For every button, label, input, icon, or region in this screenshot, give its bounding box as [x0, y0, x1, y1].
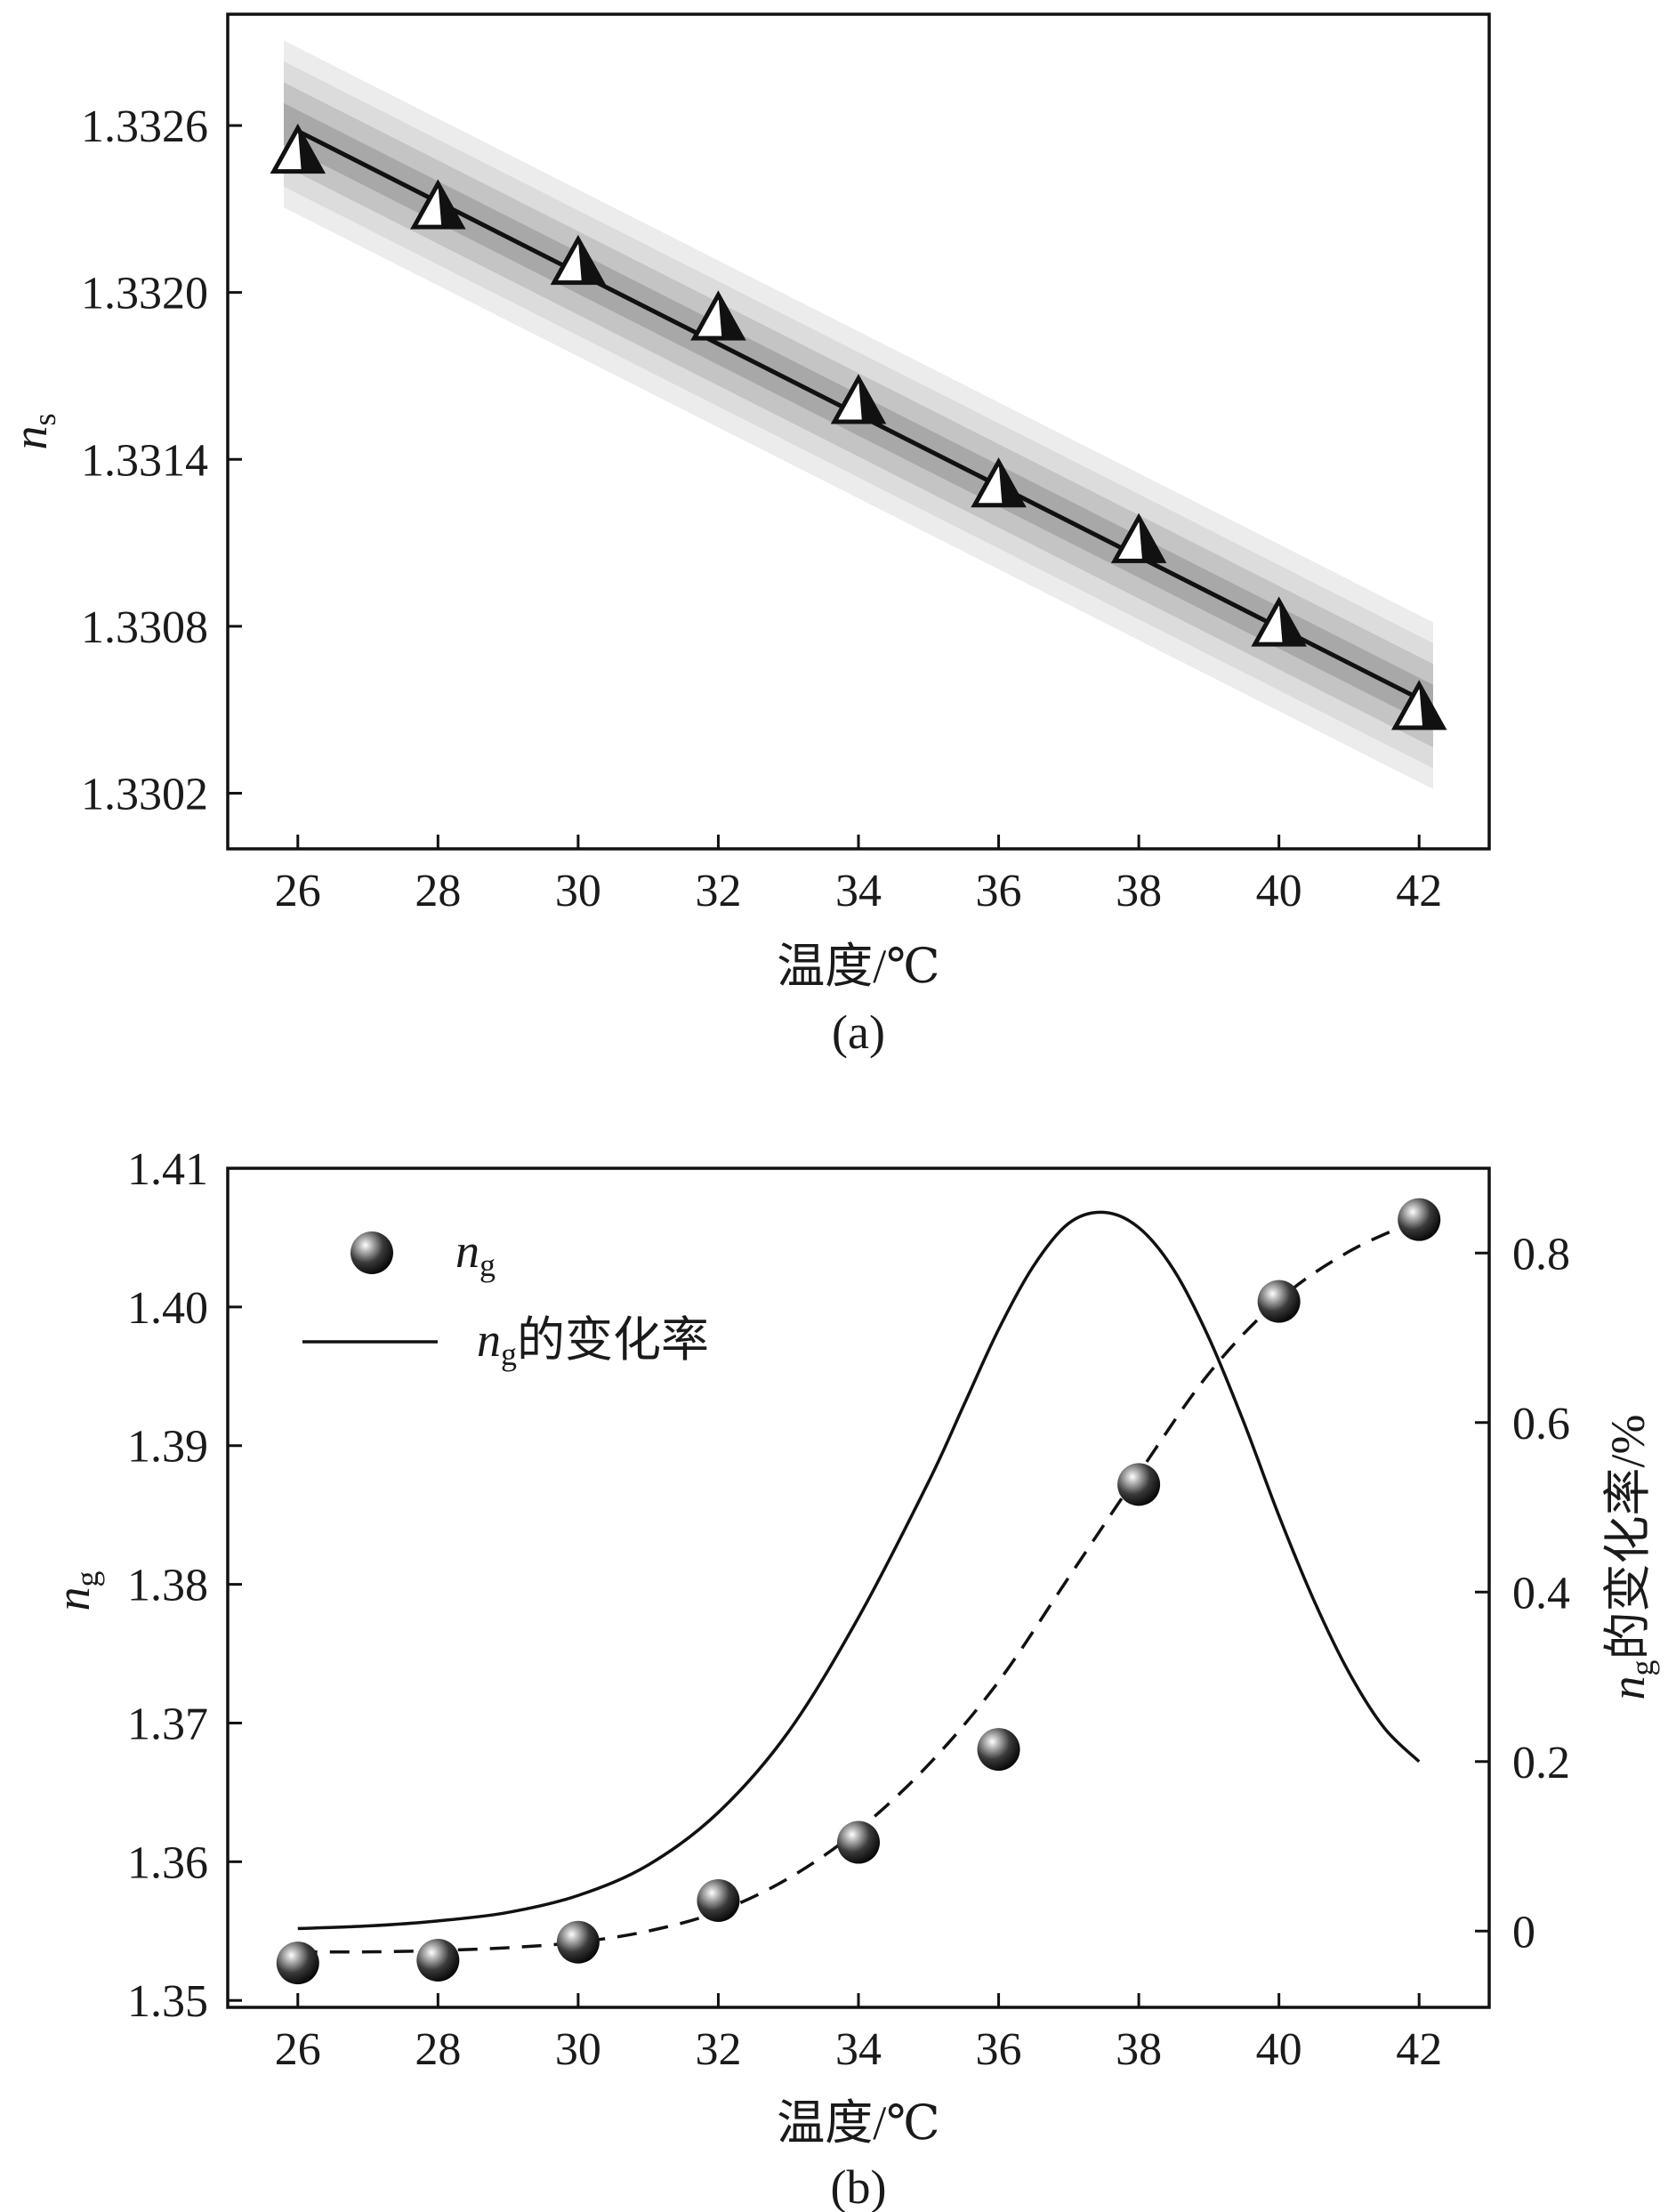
panel-b-rate-line-layer [297, 1210, 1421, 1931]
panel-b-sphere-marker [837, 1820, 880, 1864]
legend-rate-sub: g [501, 1336, 517, 1372]
panel-a-caption: (a) [832, 1005, 885, 1059]
panel-b-right-y-tick-label: 0.4 [1512, 1568, 1570, 1619]
panel-a-y-tick-label: 1.3314 [81, 435, 208, 486]
panel-a-x-tick-label: 42 [1396, 866, 1442, 916]
panel-a-x-tick-label: 28 [415, 866, 461, 916]
panel-b-x-tick-label: 38 [1116, 2024, 1162, 2075]
panel-b-sphere-marker [416, 1939, 460, 1982]
panel-b-x-tick-label: 32 [695, 2024, 741, 2075]
panel-b-right-y-tick-label: 0.6 [1512, 1399, 1570, 1449]
panel-a-x-tick-label: 40 [1256, 866, 1302, 916]
panel-b-y-tick-label: 1.37 [127, 1699, 208, 1749]
panel-b: 26 28 30 32 34 36 38 40 42 1.351.361.371.381.391… [46, 1144, 1660, 2212]
panel-a-y-tick-label: 1.3326 [81, 101, 208, 152]
legend-sphere-marker [351, 1231, 393, 1274]
panel-b-sphere-marker [1117, 1463, 1161, 1506]
legend-rate-main: n [477, 1313, 501, 1367]
panel-b-y-tick-label: 1.38 [127, 1561, 208, 1611]
panel-b-x-tick-label: 40 [1256, 2024, 1302, 2075]
panel-a-triangle-shade [1419, 684, 1444, 728]
panel-b-y-label-main: n [46, 1587, 100, 1611]
panel-a-triangle-shade [858, 378, 882, 422]
panel-b-x-tick-label: 42 [1396, 2024, 1442, 2075]
panel-a-triangle-shade [1278, 601, 1303, 645]
panel-a-triangle-shade [577, 239, 602, 283]
panel-b-markers [276, 1198, 1441, 1985]
panel-a-triangle-shade [438, 183, 463, 228]
panel-b-x-axis-label: 温度/℃ [777, 2096, 939, 2150]
panel-b-right-y-tick-label: 0.8 [1512, 1229, 1570, 1280]
panel-b-y-label-sub: g [69, 1571, 105, 1587]
panel-b-y-tick-label: 1.35 [127, 1976, 208, 2027]
panel-b-plot-frame [226, 1167, 1491, 2009]
panel-a-y-label-main: n [4, 426, 57, 450]
panel-b-x-tick-label: 28 [415, 2024, 461, 2075]
panel-b-sphere-marker [556, 1920, 600, 1964]
panel-b-y-axis-label: ng [46, 1571, 105, 1611]
legend-ng-main: n [455, 1224, 479, 1278]
legend-ng-sub: g [479, 1247, 496, 1283]
legend-rate-rest: 的变化率 [517, 1313, 709, 1367]
legend-entry-rate: ng的变化率 [477, 1313, 709, 1372]
legend-entry-ng: ng [455, 1224, 496, 1283]
panel-b-sphere-marker [697, 1878, 740, 1922]
panel-b-x-tick-label: 30 [555, 2024, 601, 2075]
panel-a-x-tick-label: 30 [555, 866, 601, 916]
panel-a: 26 28 30 32 34 36 38 40 42 1.33021.33081.33141.3… [4, 12, 1491, 1059]
panel-b-sphere-marker [1398, 1198, 1441, 1241]
panel-a-triangle-shade [297, 127, 322, 172]
panel-b-caption: (b) [831, 2160, 887, 2212]
panel-b-x-tick-label: 26 [275, 2024, 321, 2075]
panel-b-x-ticks: 26 28 30 32 34 36 38 40 42 [275, 1993, 1442, 2075]
panel-a-x-ticks: 26 28 30 32 34 36 38 40 42 [275, 835, 1442, 916]
panel-a-x-tick-label: 32 [695, 866, 741, 916]
panel-a-y-ticks: 1.3302 1.3308 1.3314 1.3320 1.3326 [81, 101, 242, 819]
panel-a-y-label-sub: s [27, 413, 62, 425]
panel-b-right-label-main: n [1601, 1676, 1655, 1700]
panel-a-triangle-shade [718, 295, 743, 339]
panel-b-legend: ng ng的变化率 [302, 1224, 709, 1372]
panel-b-dashed-fit-curve [297, 1218, 1420, 1954]
panel-a-y-tick-label: 1.3308 [81, 602, 208, 653]
panel-b-y-ticks: 1.35 1.36 1.37 1.38 1.39 1.40 1.41 [127, 1144, 242, 2027]
panel-b-y-tick-label: 1.41 [127, 1144, 208, 1195]
panel-a-y-tick-label: 1.3320 [81, 269, 208, 319]
panel-b-y-tick-label: 1.40 [127, 1283, 208, 1334]
panel-a-x-tick-label: 38 [1116, 866, 1162, 916]
panel-b-y-tick-label: 1.39 [127, 1422, 208, 1473]
panel-a-x-tick-label: 26 [275, 866, 321, 916]
panel-b-right-y-ticks: 0 0.2 0.4 0.6 0.8 [1475, 1229, 1570, 1958]
panel-a-triangle-shade [998, 462, 1023, 505]
panel-b-sphere-marker [276, 1942, 319, 1985]
panel-b-right-label-sub: g [1624, 1660, 1660, 1676]
panel-a-triangle-shade [1139, 517, 1164, 561]
panel-a-y-axis-label: ns [4, 413, 62, 449]
panel-b-right-y-tick-label: 0 [1512, 1907, 1535, 1958]
panel-b-right-y-tick-label: 0.2 [1512, 1738, 1570, 1788]
panel-b-right-y-axis-label: ng的变化率/% [1601, 1415, 1660, 1700]
panel-b-sphere-marker [977, 1728, 1020, 1772]
panel-b-sphere-marker [1257, 1280, 1301, 1323]
panel-a-x-tick-label: 34 [835, 866, 882, 916]
panel-a-x-tick-label: 36 [976, 866, 1022, 916]
panel-b-x-tick-label: 36 [976, 2024, 1022, 2075]
panel-b-rate-curve [297, 1210, 1421, 1931]
panel-b-right-label-rest: 的变化率/% [1601, 1415, 1655, 1660]
panel-b-dashed-fit-layer [297, 1218, 1420, 1954]
panel-a-x-axis-label: 温度/℃ [777, 940, 939, 993]
panel-a-markers [270, 123, 1447, 731]
panel-b-y-tick-label: 1.36 [127, 1837, 208, 1888]
panel-b-x-tick-label: 34 [835, 2024, 882, 2075]
panel-a-y-tick-label: 1.3302 [81, 769, 208, 819]
